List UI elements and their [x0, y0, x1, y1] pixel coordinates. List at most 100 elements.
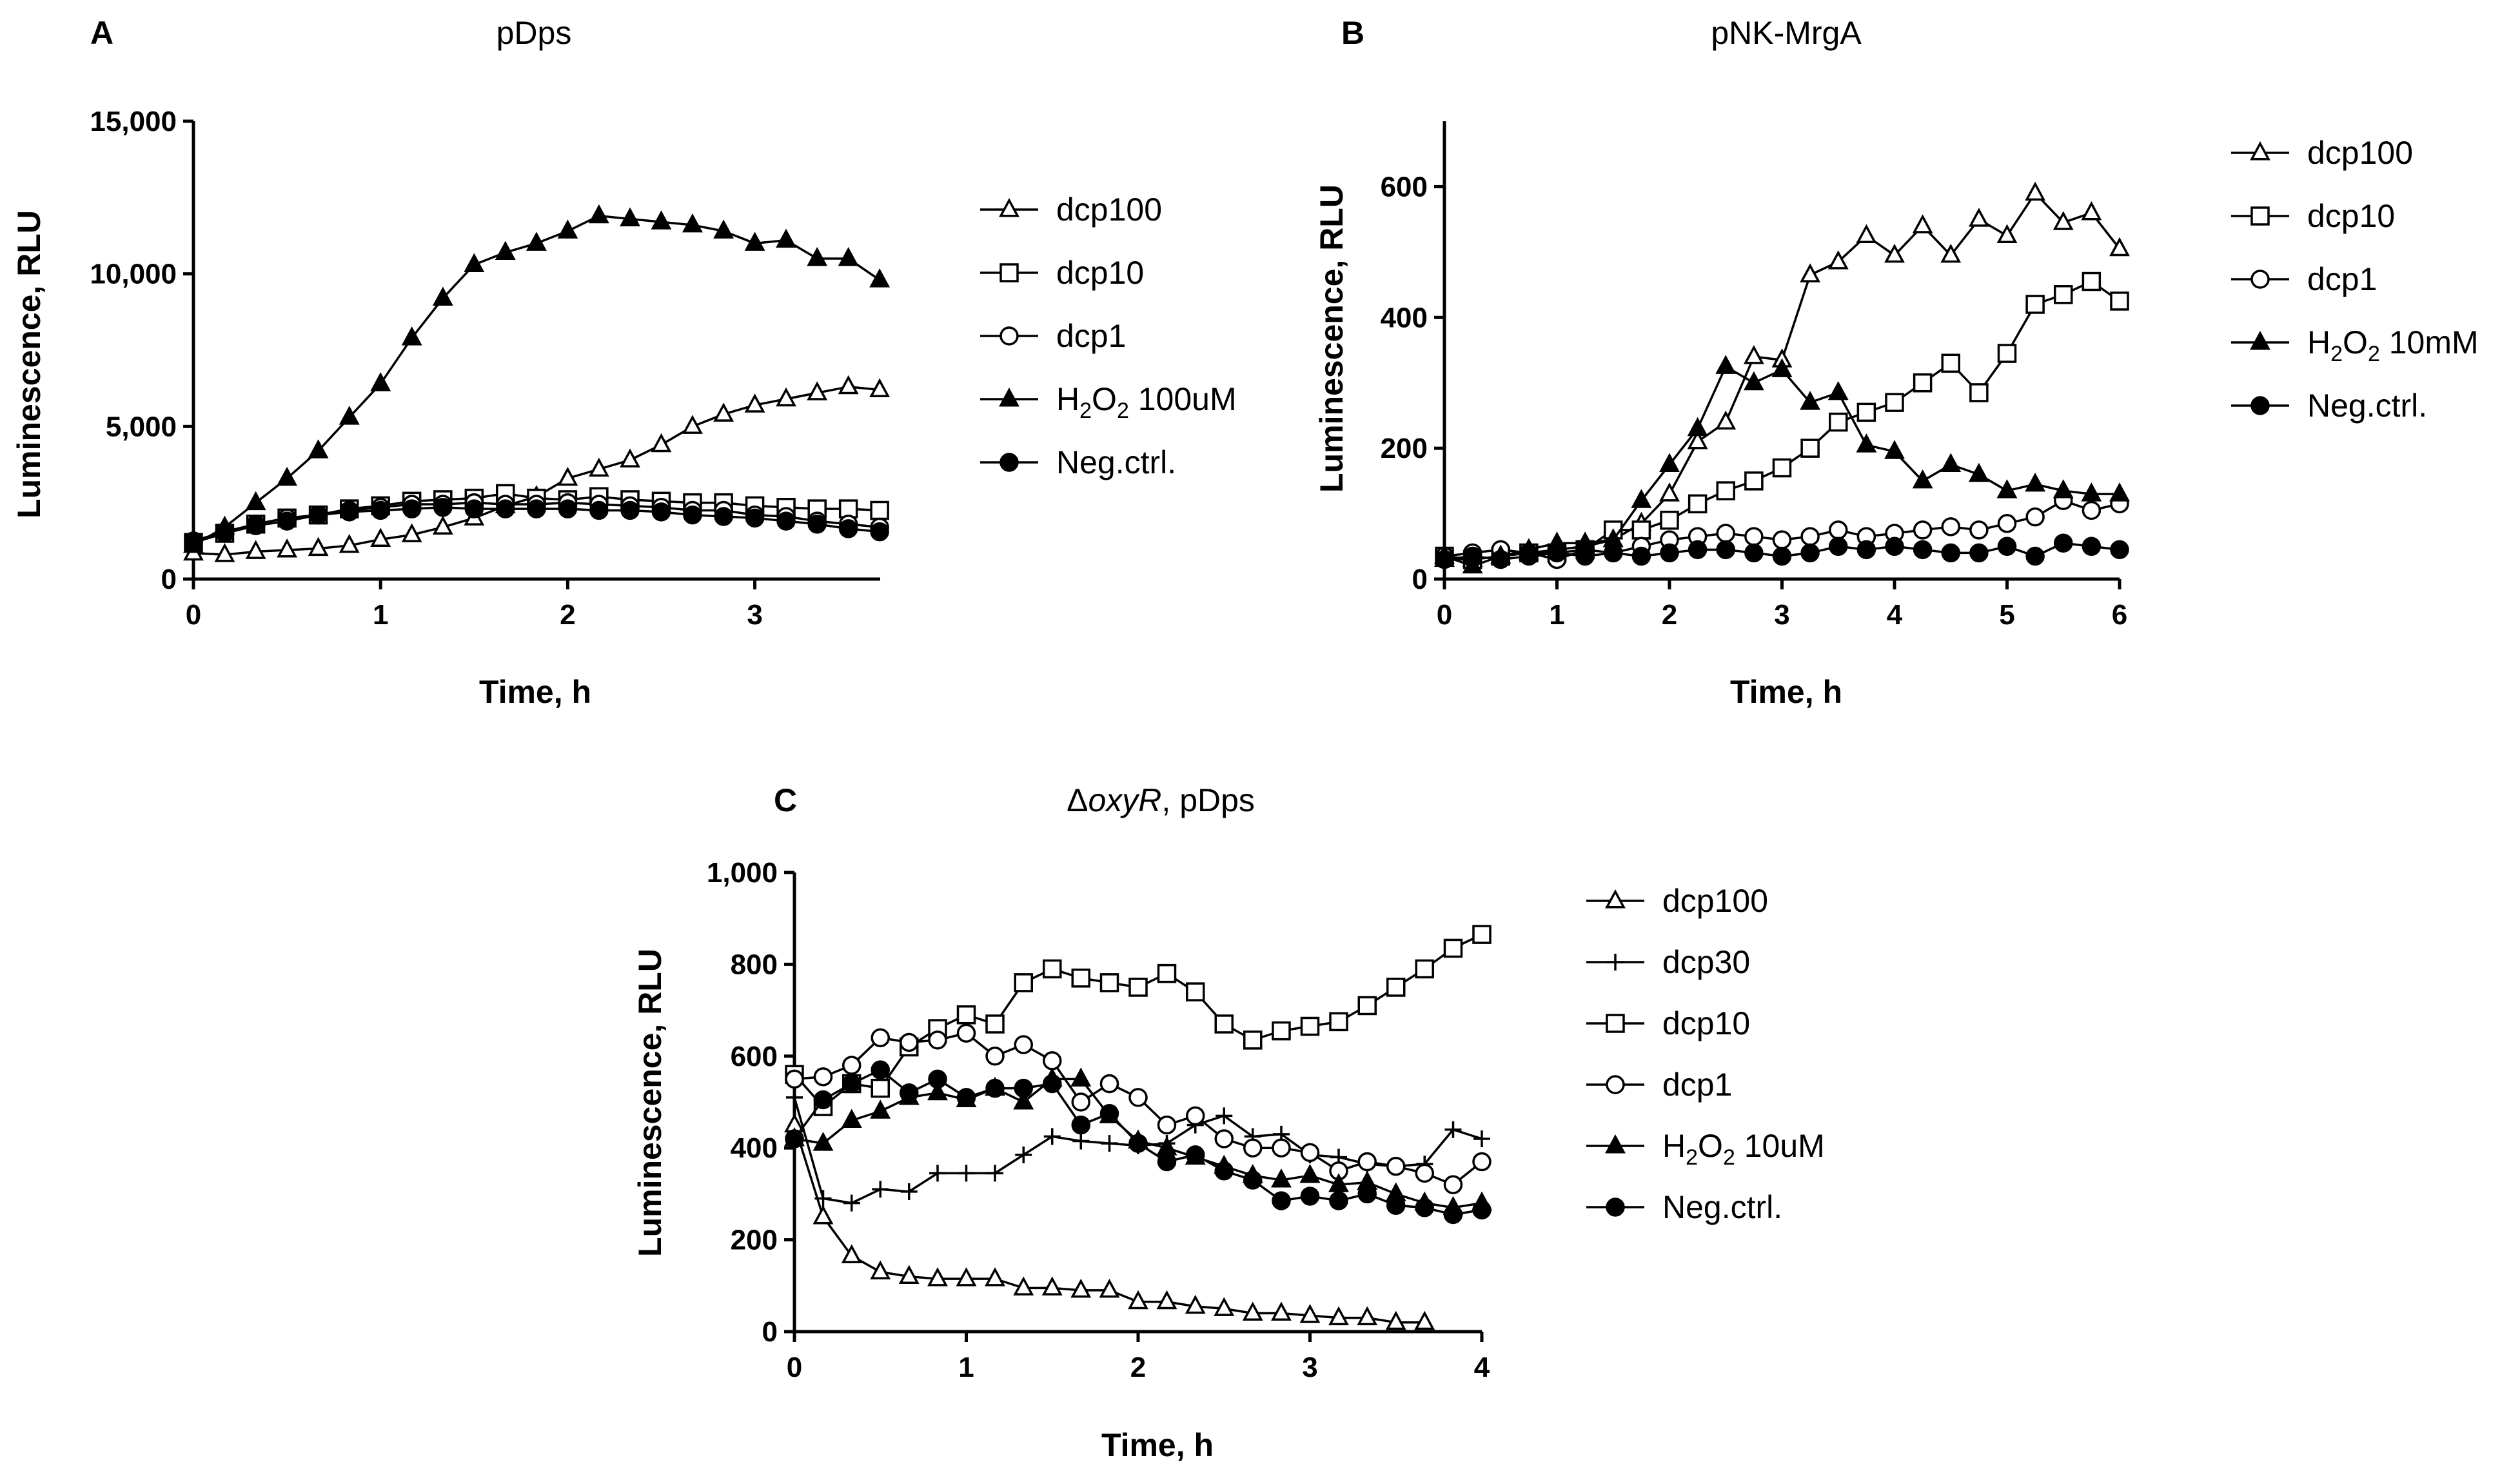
panel-c-point-dcp10	[1043, 959, 1062, 979]
panel-a-point-dcp100	[776, 387, 796, 407]
panel-c-point-dcp100	[1185, 1294, 1206, 1314]
panel-c-point-dcp10	[1357, 996, 1377, 1016]
panel-c-point-dcp10	[1071, 969, 1091, 988]
panel-c-point-dcp30	[786, 1089, 803, 1106]
panel-b-y-tick-label: 400	[1381, 302, 1428, 333]
panel-c-legend-label-dcp30: dcp30	[1662, 944, 1750, 980]
panel-a-point-dcp100	[682, 415, 703, 434]
panel-c-point-dcp1	[1300, 1143, 1320, 1163]
panel-c-legend: dcp100 dcp30 dcp10 dcp1 H2O2 10uM Neg.ctrl.	[1586, 883, 1825, 1225]
panel-b-point-dcp100	[1996, 224, 2018, 243]
panel-b-point-dcp10	[2025, 295, 2045, 314]
panel-b-point-neg-ctrl	[2025, 546, 2045, 566]
panel-c-point-neg-ctrl	[785, 1129, 804, 1148]
panel-c-point-dcp100	[956, 1267, 977, 1286]
panel-c-title-italic: oxyR	[1088, 782, 1161, 818]
panel-b-x-tick-label: 4	[1887, 599, 1903, 631]
panel-a-point-dcp100	[245, 540, 266, 559]
panel-c-series-dcp100	[784, 1113, 1435, 1330]
panel-c-point-neg-ctrl	[956, 1088, 976, 1107]
panel-b-point-dcp100	[1743, 345, 1764, 364]
panel-b-point-dcp10	[1716, 481, 1735, 500]
panel-b-point-h2o2-10mm	[1631, 489, 1652, 508]
panel-a-point-neg-ctrl	[838, 519, 858, 538]
panel-b-point-dcp1	[1744, 527, 1764, 546]
panel-c-point-dcp10	[1415, 959, 1435, 979]
panel-a-point-h2o2-100um	[651, 210, 672, 230]
panel-b-legend-marker-dcp10	[2250, 206, 2270, 226]
panel-c-point-dcp1	[813, 1067, 833, 1087]
panel-b-point-dcp10	[1800, 438, 1820, 458]
panel-b-point-h2o2-10mm	[1968, 462, 1989, 482]
panel-a-legend-marker-neg-ctrl	[999, 453, 1019, 472]
panel-b-point-h2o2-10mm	[1856, 433, 1877, 453]
panel-c-title-suffix: , pDps	[1161, 782, 1255, 818]
panel-a-ylabel: Luminescence, RLU	[11, 210, 47, 518]
panel-c-point-h2o2-10um	[1070, 1067, 1092, 1087]
panel-c-legend-marker-dcp10	[1606, 1014, 1625, 1033]
panel-b-x-tick-label: 1	[1549, 599, 1564, 631]
panel-c-point-dcp1	[1415, 1163, 1435, 1183]
panel-c-point-dcp1	[985, 1047, 1005, 1066]
panel-b-x-tick-label: 0	[1437, 599, 1452, 631]
panel-c-point-neg-ctrl	[1043, 1074, 1062, 1094]
panel-b-point-dcp10	[1744, 471, 1764, 491]
panel-a-point-h2o2-100um	[370, 372, 391, 391]
panel-a-legend-item-neg-ctrl: Neg.ctrl.	[980, 444, 1176, 480]
panel-b-point-dcp10	[1829, 412, 1848, 432]
panel-c-point-neg-ctrl	[1128, 1134, 1148, 1153]
panel-c-point-dcp1	[1443, 1175, 1463, 1194]
panel-b-legend-marker-h2o2-10mm	[2250, 331, 2270, 350]
panel-b-point-h2o2-10mm	[1743, 371, 1764, 391]
panel-c-point-dcp30	[987, 1165, 1004, 1182]
panel-c-point-dcp1	[1014, 1035, 1033, 1054]
panel-c-line-dcp1	[794, 1032, 1483, 1186]
panel-c-legend-label-h2o2-10um: H2O2 10uM	[1662, 1128, 1825, 1170]
panel-c-line-dcp10	[793, 933, 1482, 1108]
panel-a-point-h2o2-100um	[526, 232, 547, 251]
panel-c-y-tick-label: 800	[731, 949, 778, 980]
panel-c-point-dcp30	[1043, 1128, 1061, 1145]
panel-letter-b: B	[1341, 15, 1364, 51]
panel-a-xlabel: Time, h	[479, 674, 591, 710]
panel-c-y-tick-label: 200	[731, 1225, 778, 1256]
panel-b-point-dcp10	[2054, 285, 2073, 304]
panel-c-point-dcp10	[871, 1078, 890, 1098]
panel-b-legend-item-neg-ctrl: Neg.ctrl.	[2231, 388, 2427, 424]
panel-a-point-h2o2-100um	[744, 232, 765, 251]
panel-c-point-neg-ctrl	[1272, 1191, 1291, 1210]
panel-c-legend-item-dcp1: dcp1	[1586, 1067, 1732, 1103]
panel-c-point-dcp30	[929, 1165, 946, 1182]
panel-c-point-h2o2-10um	[1299, 1163, 1321, 1183]
panel-b-point-dcp100	[1884, 243, 1905, 263]
panel-b-point-dcp10	[1688, 494, 1708, 514]
panel-a-point-dcp10	[870, 500, 889, 520]
panel-b-legend-marker-neg-ctrl	[2250, 396, 2270, 415]
panel-c-point-dcp1	[1071, 1092, 1091, 1112]
panel-a-legend-item-dcp1: dcp1	[980, 318, 1126, 354]
panel-b-xlabel: Time, h	[1730, 674, 1842, 710]
panel-c-point-dcp100	[1357, 1306, 1378, 1326]
panel-a-point-dcp100	[277, 538, 298, 558]
panel-a-point-neg-ctrl	[558, 499, 578, 518]
panel-c-point-dcp1	[785, 1069, 804, 1089]
panel-c-point-dcp100	[1214, 1297, 1235, 1316]
panel-b-point-neg-ctrl	[1491, 549, 1510, 569]
panel-c-x-tick-label: 0	[787, 1352, 802, 1383]
panel-a-point-h2o2-100um	[588, 204, 609, 224]
panel-c-point-dcp10	[1243, 1030, 1263, 1050]
panel-a-y-tick-label: 5,000	[106, 411, 177, 442]
panel-c-point-dcp1	[956, 1023, 976, 1043]
panel-a-point-h2o2-100um	[838, 247, 859, 266]
panel-b-point-neg-ctrl	[1856, 540, 1876, 560]
panel-a-point-h2o2-100um	[245, 491, 266, 511]
panel-c-point-dcp1	[1185, 1106, 1205, 1126]
panel-c-x-tick-label: 1	[958, 1352, 974, 1383]
panel-c-y-tick-label: 400	[731, 1132, 778, 1164]
panel-c-point-neg-ctrl	[871, 1060, 890, 1079]
panel-b-axes: 0 200 400 600 0 1 2 3 4 5 6	[1381, 121, 2127, 631]
panel-b-x-tick-label: 3	[1774, 599, 1789, 631]
panel-b-point-neg-ctrl	[1604, 543, 1623, 563]
panel-b-point-dcp100	[1912, 214, 1933, 233]
